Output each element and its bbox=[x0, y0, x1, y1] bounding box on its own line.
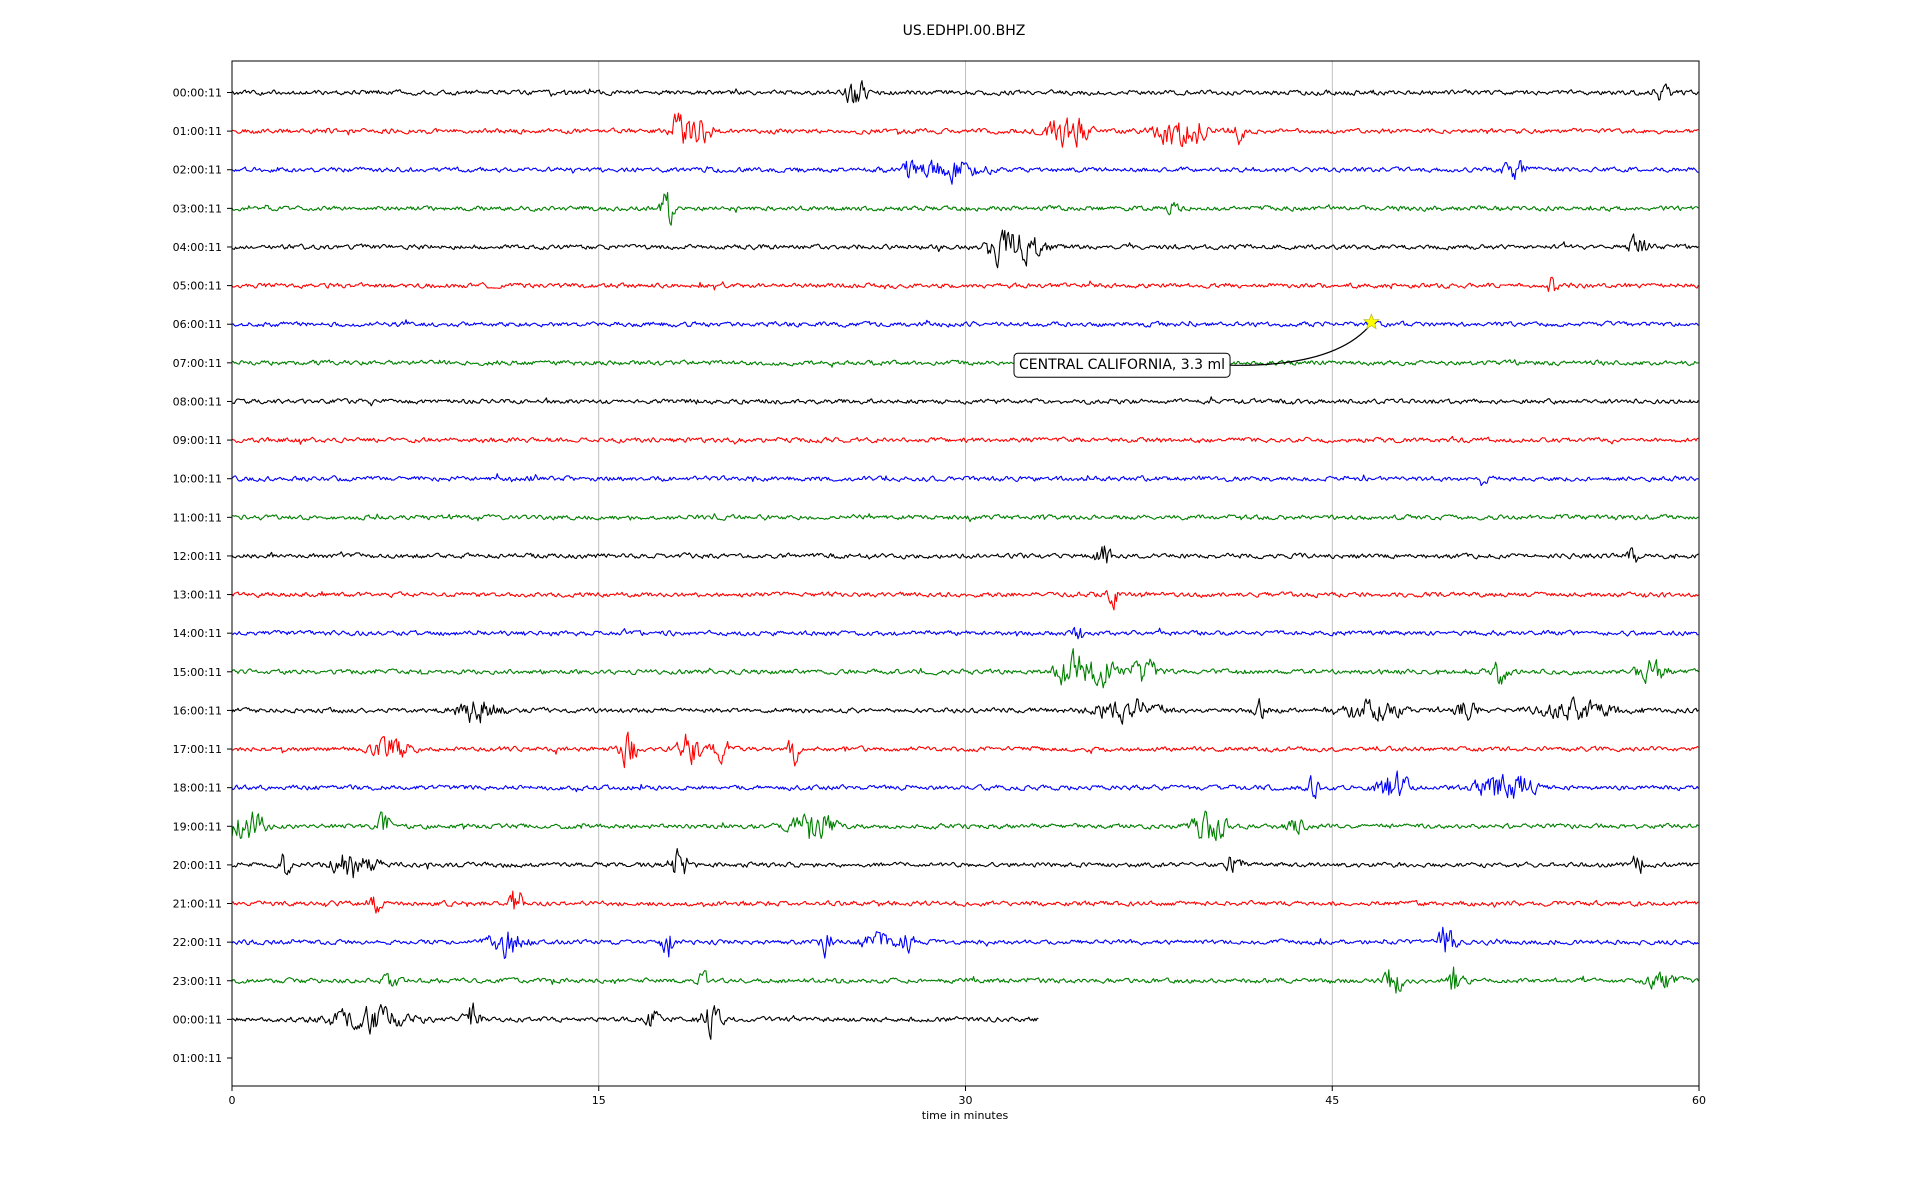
row-time-label: 19:00:11 bbox=[173, 820, 222, 833]
x-tick-label: 30 bbox=[959, 1094, 973, 1107]
trace-line bbox=[231, 770, 1699, 800]
row-time-label: 01:00:11 bbox=[173, 1052, 222, 1065]
row-time-label: 14:00:11 bbox=[173, 627, 222, 640]
trace-line bbox=[231, 80, 1699, 104]
row-time-label: 16:00:11 bbox=[173, 704, 222, 717]
trace-line bbox=[231, 810, 1699, 842]
event-annotation: CENTRAL CALIFORNIA, 3.3 ml bbox=[1013, 313, 1380, 378]
trace-line bbox=[231, 396, 1699, 407]
seismic-traces bbox=[231, 80, 1699, 1040]
row-time-label: 03:00:11 bbox=[173, 202, 222, 215]
x-axis-label: time in minutes bbox=[922, 1109, 1009, 1122]
x-tick-label: 15 bbox=[592, 1094, 606, 1107]
row-time-label: 17:00:11 bbox=[173, 743, 222, 756]
trace-line bbox=[231, 848, 1699, 879]
row-time-label: 21:00:11 bbox=[173, 898, 222, 911]
row-time-label: 12:00:11 bbox=[173, 550, 222, 563]
x-axis-ticks: 0 15 30 45 60 bbox=[229, 1086, 1706, 1107]
trace-line bbox=[231, 112, 1699, 148]
trace-line bbox=[231, 276, 1699, 292]
row-time-label: 00:00:11 bbox=[173, 87, 222, 100]
trace-line bbox=[231, 626, 1699, 640]
trace-line bbox=[231, 731, 1699, 769]
x-tick-label: 45 bbox=[1325, 1094, 1339, 1107]
trace-line bbox=[231, 319, 1699, 328]
row-time-label: 06:00:11 bbox=[173, 318, 222, 331]
trace-line bbox=[231, 473, 1699, 487]
row-time-label: 01:00:11 bbox=[173, 125, 222, 138]
x-tick-label: 60 bbox=[1692, 1094, 1706, 1107]
row-time-label: 08:00:11 bbox=[173, 395, 222, 408]
trace-line bbox=[231, 229, 1699, 269]
trace-line bbox=[231, 191, 1699, 226]
row-time-label: 10:00:11 bbox=[173, 473, 222, 486]
row-time-label: 20:00:11 bbox=[173, 859, 222, 872]
trace-line bbox=[231, 1002, 1039, 1040]
trace-line bbox=[231, 926, 1699, 959]
row-time-label: 13:00:11 bbox=[173, 589, 222, 602]
row-time-label: 15:00:11 bbox=[173, 666, 222, 679]
row-time-label: 23:00:11 bbox=[173, 975, 222, 988]
trace-line bbox=[231, 648, 1699, 689]
trace-line bbox=[232, 359, 1699, 368]
row-time-label: 07:00:11 bbox=[173, 357, 222, 370]
event-label: CENTRAL CALIFORNIA, 3.3 ml bbox=[1019, 357, 1225, 373]
event-star-marker bbox=[1363, 313, 1380, 330]
event-connector-line bbox=[1229, 326, 1369, 366]
event-label-box bbox=[1013, 352, 1231, 378]
trace-line bbox=[231, 435, 1699, 445]
row-time-label: 09:00:11 bbox=[173, 434, 222, 447]
row-time-label: 11:00:11 bbox=[173, 511, 222, 524]
row-time-label: 22:00:11 bbox=[173, 936, 222, 949]
row-time-label: 02:00:11 bbox=[173, 164, 222, 177]
trace-line bbox=[231, 890, 1699, 914]
trace-line bbox=[231, 590, 1699, 611]
row-time-label: 04:00:11 bbox=[173, 241, 222, 254]
row-time-label: 18:00:11 bbox=[173, 782, 222, 795]
row-time-labels: 00:00:11 01:00:11 02:00:11 03:00:11 04:00:11… bbox=[173, 87, 232, 1065]
vertical-grid bbox=[598, 61, 1333, 1086]
row-time-label: 00:00:11 bbox=[173, 1013, 222, 1026]
chart-title: US.EDHPI.00.BHZ bbox=[903, 23, 1026, 39]
trace-line bbox=[231, 545, 1699, 564]
trace-line bbox=[231, 513, 1699, 523]
trace-line bbox=[231, 696, 1699, 725]
trace-line bbox=[231, 159, 1699, 185]
trace-line bbox=[231, 966, 1699, 994]
row-time-label: 05:00:11 bbox=[173, 280, 222, 293]
x-tick-label: 0 bbox=[229, 1094, 236, 1107]
